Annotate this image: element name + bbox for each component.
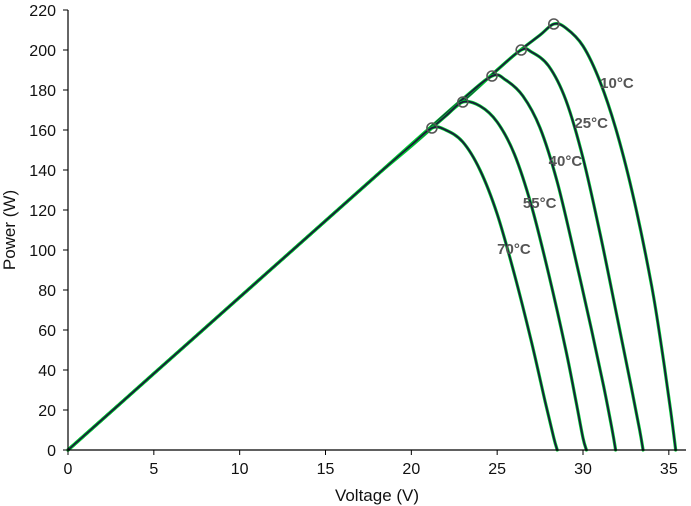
mpp-marker	[426, 122, 438, 134]
mpp-marker	[486, 70, 498, 82]
series-label: 55°C	[523, 195, 557, 212]
series-line-measured	[66, 99, 589, 452]
y-axis-title: Power (W)	[0, 190, 19, 270]
mpp-markers-layer	[426, 18, 560, 134]
x-tick-label: 5	[149, 461, 158, 478]
y-tick-label: 220	[29, 3, 56, 20]
x-tick-label: 15	[317, 461, 335, 478]
mpp-marker	[548, 18, 560, 30]
x-tick-label: 30	[574, 461, 592, 478]
series-line-model	[67, 73, 617, 451]
series-line-measured	[66, 47, 645, 452]
mpp-marker	[515, 44, 528, 56]
series-line-measured	[66, 73, 618, 452]
x-tick-label: 0	[64, 461, 73, 478]
y-tick-label: 100	[29, 243, 56, 260]
y-tick-label: 200	[29, 43, 56, 60]
series-line-model	[67, 126, 559, 451]
y-tick-label: 60	[38, 323, 56, 340]
curve-labels-layer: 10°C 25°C 40°C 55°C 70°C	[497, 75, 634, 258]
series-label: 10°C	[600, 75, 634, 92]
x-ticks-layer: 0 5 10 15 20 25 30 35	[64, 450, 678, 478]
mpp-marker	[457, 96, 469, 108]
series-line-measured	[66, 22, 678, 452]
series-line-model	[67, 47, 644, 451]
y-tick-label: 180	[29, 83, 56, 100]
x-tick-label: 25	[488, 461, 506, 478]
y-tick-label: 20	[38, 403, 56, 420]
axes-layer	[67, 10, 686, 451]
x-tick-label: 20	[402, 461, 420, 478]
y-tick-label: 0	[47, 443, 56, 460]
series-line-model	[67, 100, 588, 451]
y-tick-label: 140	[29, 163, 56, 180]
curves-layer	[66, 22, 678, 452]
series-label: 25°C	[574, 115, 608, 132]
x-axis-title: Voltage (V)	[335, 486, 419, 505]
series-line-measured	[66, 125, 559, 452]
y-tick-label: 160	[29, 123, 56, 140]
series-line-model	[67, 22, 677, 451]
y-tick-label: 120	[29, 203, 56, 220]
x-tick-label: 10	[231, 461, 249, 478]
x-tick-label: 35	[660, 461, 678, 478]
y-ticks-layer: 0 20 40 60 80 100 120 140 160 180 200 220	[29, 3, 68, 460]
y-tick-label: 80	[38, 283, 56, 300]
series-label: 40°C	[549, 153, 583, 170]
y-tick-label: 40	[38, 363, 56, 380]
series-label: 70°C	[497, 241, 531, 258]
